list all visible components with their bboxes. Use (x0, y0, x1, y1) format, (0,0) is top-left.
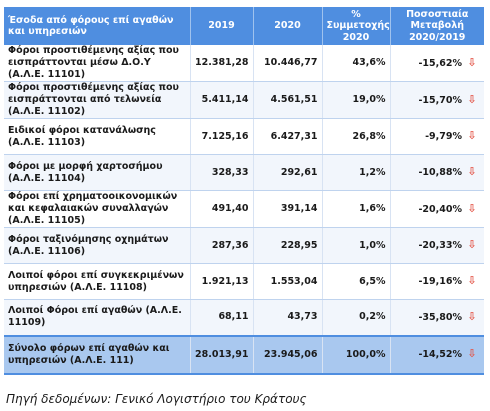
table-row: Λοιποί Φόροι επί αγαθών (Α.Λ.Ε. 11109) 6… (4, 299, 484, 336)
row-label: Λοιποί Φόροι επί αγαθών (Α.Λ.Ε. 11109) (4, 299, 191, 336)
cell-2020: 1.553,04 (253, 263, 323, 300)
cell-2020: 292,61 (253, 154, 323, 191)
table-row: Φόροι ταξινόμησης οχημάτων (Α.Λ.Ε. 11106… (4, 227, 484, 264)
row-label: Ειδικοί φόροι κατανάλωσης (Α.Λ.Ε. 11103) (4, 118, 191, 155)
total-share: 100,0% (322, 334, 391, 375)
cell-2020: 228,95 (253, 227, 323, 264)
cell-share: 6,5% (322, 263, 391, 300)
cell-2019: 68,11 (190, 299, 254, 336)
total-2019: 28.013,91 (190, 334, 254, 375)
cell-share: 43,6% (322, 45, 391, 82)
down-arrow-icon: ⇩ (467, 347, 477, 360)
change-value: -14,52% (418, 349, 462, 360)
table-row: Λοιποί φόροι επί συγκεκριμένων υπηρεσιών… (4, 263, 484, 300)
total-label: Σύνολο φόρων επί αγαθών και υπηρεσιών (Α… (4, 334, 191, 375)
change-value: -9,79% (425, 131, 462, 142)
cell-2019: 491,40 (190, 190, 254, 228)
change-value: -10,88% (418, 167, 462, 178)
table-row: Φόροι προστιθέμενης αξίας που εισπράττον… (4, 45, 484, 82)
source-note: Πηγή δεδομένων: Γενικό Λογιστήριο του Κρ… (6, 392, 307, 406)
cell-2019: 7.125,16 (190, 118, 254, 155)
header-2020: 2020 (253, 7, 323, 45)
cell-2020: 4.561,51 (253, 81, 323, 119)
row-label: Φόροι προστιθέμενης αξίας που εισπράττον… (4, 45, 191, 82)
down-arrow-icon: ⇩ (467, 238, 477, 251)
row-label: Φόροι ταξινόμησης οχημάτων (Α.Λ.Ε. 11106… (4, 227, 191, 264)
down-arrow-icon: ⇩ (467, 165, 477, 178)
cell-share: 19,0% (322, 81, 391, 119)
change-value: -35,80% (418, 311, 462, 323)
row-label: Φόροι με μορφή χαρτοσήμου (Α.Λ.Ε. 11104) (4, 154, 191, 191)
total-row: Σύνολο φόρων επί αγαθών και υπηρεσιών (Α… (4, 334, 484, 375)
cell-change: -20,40% ⇩ (390, 190, 484, 228)
total-change: -14,52% ⇩ (390, 334, 484, 375)
cell-2019: 5.411,14 (190, 81, 254, 119)
table-row: Ειδικοί φόροι κατανάλωσης (Α.Λ.Ε. 11103)… (4, 118, 484, 155)
table-row: Φόροι επί χρηματοοικονομικών και κεφαλαι… (4, 190, 484, 228)
cell-2019: 328,33 (190, 154, 254, 191)
down-arrow-icon: ⇩ (467, 92, 477, 106)
cell-2020: 6.427,31 (253, 118, 323, 155)
cell-2019: 287,36 (190, 227, 254, 264)
cell-share: 1,6% (322, 190, 391, 228)
header-percent-change: Ποσοστιαία Μεταβολή 2020/2019 (390, 7, 484, 45)
down-arrow-icon: ⇩ (467, 55, 477, 69)
table-row: Φόροι προστιθέμενης αξίας που εισπράττον… (4, 81, 484, 119)
cell-change: -20,33% ⇩ (390, 227, 484, 264)
header-share-2020: % Συμμετοχής 2020 (322, 7, 391, 45)
header-category: Έσοδα από φόρους επί αγαθών και υπηρεσιώ… (4, 7, 191, 45)
tax-revenue-table: Έσοδα από φόρους επί αγαθών και υπηρεσιώ… (4, 7, 484, 375)
down-arrow-icon: ⇩ (467, 274, 477, 287)
row-label: Λοιποί φόροι επί συγκεκριμένων υπηρεσιών… (4, 263, 191, 300)
cell-2020: 43,73 (253, 299, 323, 336)
table-header-row: Έσοδα από φόρους επί αγαθών και υπηρεσιώ… (4, 7, 484, 45)
cell-2019: 12.381,28 (190, 45, 254, 82)
down-arrow-icon: ⇩ (467, 129, 477, 142)
change-value: -19,16% (418, 276, 462, 287)
total-2020: 23.945,06 (253, 334, 323, 375)
change-value: -15,70% (418, 94, 462, 106)
row-label: Φόροι επί χρηματοοικονομικών και κεφαλαι… (4, 190, 191, 228)
cell-change: -15,70% ⇩ (390, 81, 484, 119)
row-label: Φόροι προστιθέμενης αξίας που εισπράττον… (4, 81, 191, 119)
table-row: Φόροι με μορφή χαρτοσήμου (Α.Λ.Ε. 11104)… (4, 154, 484, 191)
cell-2019: 1.921,13 (190, 263, 254, 300)
change-value: -20,40% (418, 203, 462, 215)
cell-share: 1,2% (322, 154, 391, 191)
header-2019: 2019 (190, 7, 254, 45)
down-arrow-icon: ⇩ (467, 309, 477, 323)
cell-share: 1,0% (322, 227, 391, 264)
change-value: -15,62% (418, 57, 462, 69)
cell-change: -35,80% ⇩ (390, 299, 484, 336)
cell-change: -15,62% ⇩ (390, 45, 484, 82)
cell-share: 0,2% (322, 299, 391, 336)
cell-change: -10,88% ⇩ (390, 154, 484, 191)
cell-2020: 391,14 (253, 190, 323, 228)
cell-change: -9,79% ⇩ (390, 118, 484, 155)
cell-share: 26,8% (322, 118, 391, 155)
down-arrow-icon: ⇩ (467, 201, 477, 215)
cell-change: -19,16% ⇩ (390, 263, 484, 300)
cell-2020: 10.446,77 (253, 45, 323, 82)
cropped-title-remnant (8, 0, 478, 5)
change-value: -20,33% (418, 240, 462, 251)
